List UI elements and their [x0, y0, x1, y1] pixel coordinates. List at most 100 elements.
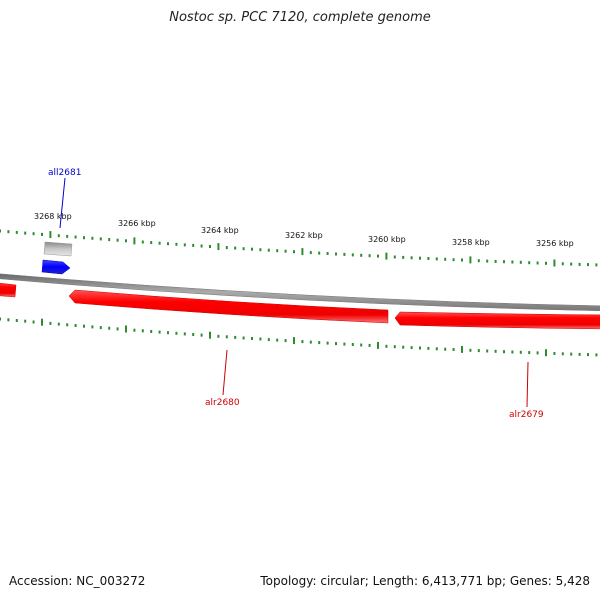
pseudo-feature-grey[interactable]: [43, 241, 73, 257]
gene-all2681-label[interactable]: all2681: [48, 168, 81, 178]
lower-major-tick: [41, 318, 43, 326]
lower-minor-tick: [217, 334, 220, 338]
lower-minor-tick: [318, 341, 321, 345]
gene-alr2679-label[interactable]: alr2679: [509, 410, 544, 420]
lower-minor-tick: [167, 331, 169, 335]
upper-minor-tick: [335, 252, 337, 256]
upper-minor-tick: [293, 250, 295, 254]
upper-minor-tick: [0, 229, 1, 233]
lower-minor-tick: [360, 343, 363, 347]
lower-minor-tick: [251, 337, 253, 340]
upper-minor-tick: [234, 246, 237, 250]
lower-minor-tick: [578, 352, 581, 356]
lower-minor-tick: [511, 350, 514, 354]
lower-minor-tick: [192, 333, 195, 336]
lower-minor-tick: [351, 343, 354, 346]
lower-minor-tick: [393, 345, 396, 349]
upper-minor-tick: [326, 252, 329, 255]
scale-label-3268: 3268 kbp: [34, 212, 72, 221]
upper-minor-tick: [24, 231, 27, 235]
gene-alr2680-label[interactable]: alr2680: [205, 398, 240, 408]
upper-minor-tick: [66, 234, 69, 238]
upper-minor-tick: [57, 234, 60, 238]
lower-minor-tick: [116, 327, 119, 331]
upper-minor-tick: [116, 238, 119, 242]
upper-major-tick: [469, 256, 472, 264]
scale-label-3258: 3258 kbp: [452, 238, 490, 247]
upper-minor-tick: [125, 239, 127, 243]
lower-minor-tick: [343, 342, 346, 346]
upper-minor-tick: [402, 255, 405, 259]
upper-minor-tick: [561, 262, 564, 266]
lower-minor-tick: [595, 353, 598, 357]
upper-major-tick: [553, 259, 556, 267]
lower-minor-tick: [477, 349, 480, 353]
lower-minor-tick: [0, 317, 1, 321]
upper-minor-tick: [99, 237, 102, 241]
lower-minor-tick: [284, 339, 287, 343]
lower-major-tick: [377, 341, 379, 349]
lower-minor-tick: [49, 321, 52, 325]
upper-minor-tick: [309, 251, 312, 255]
scale-label-3264: 3264 kbp: [201, 226, 239, 235]
scale-ticks-upper: [0, 229, 598, 267]
lower-major-tick: [125, 325, 127, 333]
lower-minor-tick: [183, 332, 186, 336]
lower-minor-tick: [57, 322, 60, 326]
lower-minor-tick: [99, 326, 102, 330]
lower-minor-tick: [15, 319, 18, 322]
lower-minor-tick: [368, 343, 371, 347]
lower-minor-tick: [587, 353, 589, 357]
gene-fragment-left[interactable]: [0, 282, 17, 298]
accession-text: Accession: NC_003272: [9, 574, 146, 588]
gene-all2681-arrow[interactable]: [41, 259, 71, 275]
lower-major-tick: [545, 349, 547, 357]
lower-minor-tick: [427, 346, 430, 350]
gene-alr2679-arrow[interactable]: [394, 311, 600, 330]
lower-minor-tick: [385, 344, 388, 348]
upper-minor-tick: [242, 247, 245, 251]
upper-minor-tick: [32, 232, 35, 236]
upper-minor-tick: [494, 259, 497, 263]
scale-label-3262: 3262 kbp: [285, 231, 323, 240]
upper-minor-tick: [74, 235, 77, 239]
scale-label-3260: 3260 kbp: [368, 235, 406, 244]
upper-minor-tick: [158, 241, 161, 245]
upper-minor-tick: [200, 244, 203, 248]
lower-minor-tick: [276, 338, 279, 342]
upper-major-tick: [49, 231, 52, 239]
lower-minor-tick: [536, 351, 539, 355]
lower-major-tick: [461, 345, 463, 353]
lower-minor-tick: [225, 335, 228, 339]
upper-minor-tick: [536, 261, 539, 265]
lower-minor-tick: [259, 337, 262, 341]
upper-minor-tick: [183, 243, 186, 247]
gene-all2681-leader: [59, 177, 66, 229]
upper-minor-tick: [91, 236, 94, 240]
lower-minor-tick: [74, 324, 77, 327]
lower-minor-tick: [108, 326, 111, 330]
lower-major-tick: [293, 337, 295, 345]
gene-alr2680-arrow[interactable]: [68, 289, 389, 324]
upper-major-tick: [133, 237, 136, 245]
upper-minor-tick: [150, 241, 153, 245]
upper-minor-tick: [83, 236, 85, 240]
lower-minor-tick: [91, 325, 94, 329]
lower-minor-tick: [335, 342, 337, 346]
scale-ticks-lower: [0, 317, 598, 357]
gene-alr2679-leader: [526, 361, 529, 408]
upper-minor-tick: [486, 259, 489, 263]
lower-minor-tick: [158, 330, 161, 334]
upper-minor-tick: [452, 258, 455, 262]
lower-minor-tick: [66, 323, 69, 327]
upper-major-tick: [385, 252, 388, 260]
upper-minor-tick: [587, 263, 589, 267]
upper-minor-tick: [318, 251, 321, 255]
upper-minor-tick: [377, 254, 379, 258]
scale-label-3256: 3256 kbp: [536, 239, 574, 248]
lower-minor-tick: [326, 341, 329, 345]
lower-minor-tick: [150, 330, 153, 333]
upper-minor-tick: [15, 230, 18, 234]
lower-minor-tick: [133, 328, 136, 332]
lower-minor-tick: [200, 333, 203, 337]
